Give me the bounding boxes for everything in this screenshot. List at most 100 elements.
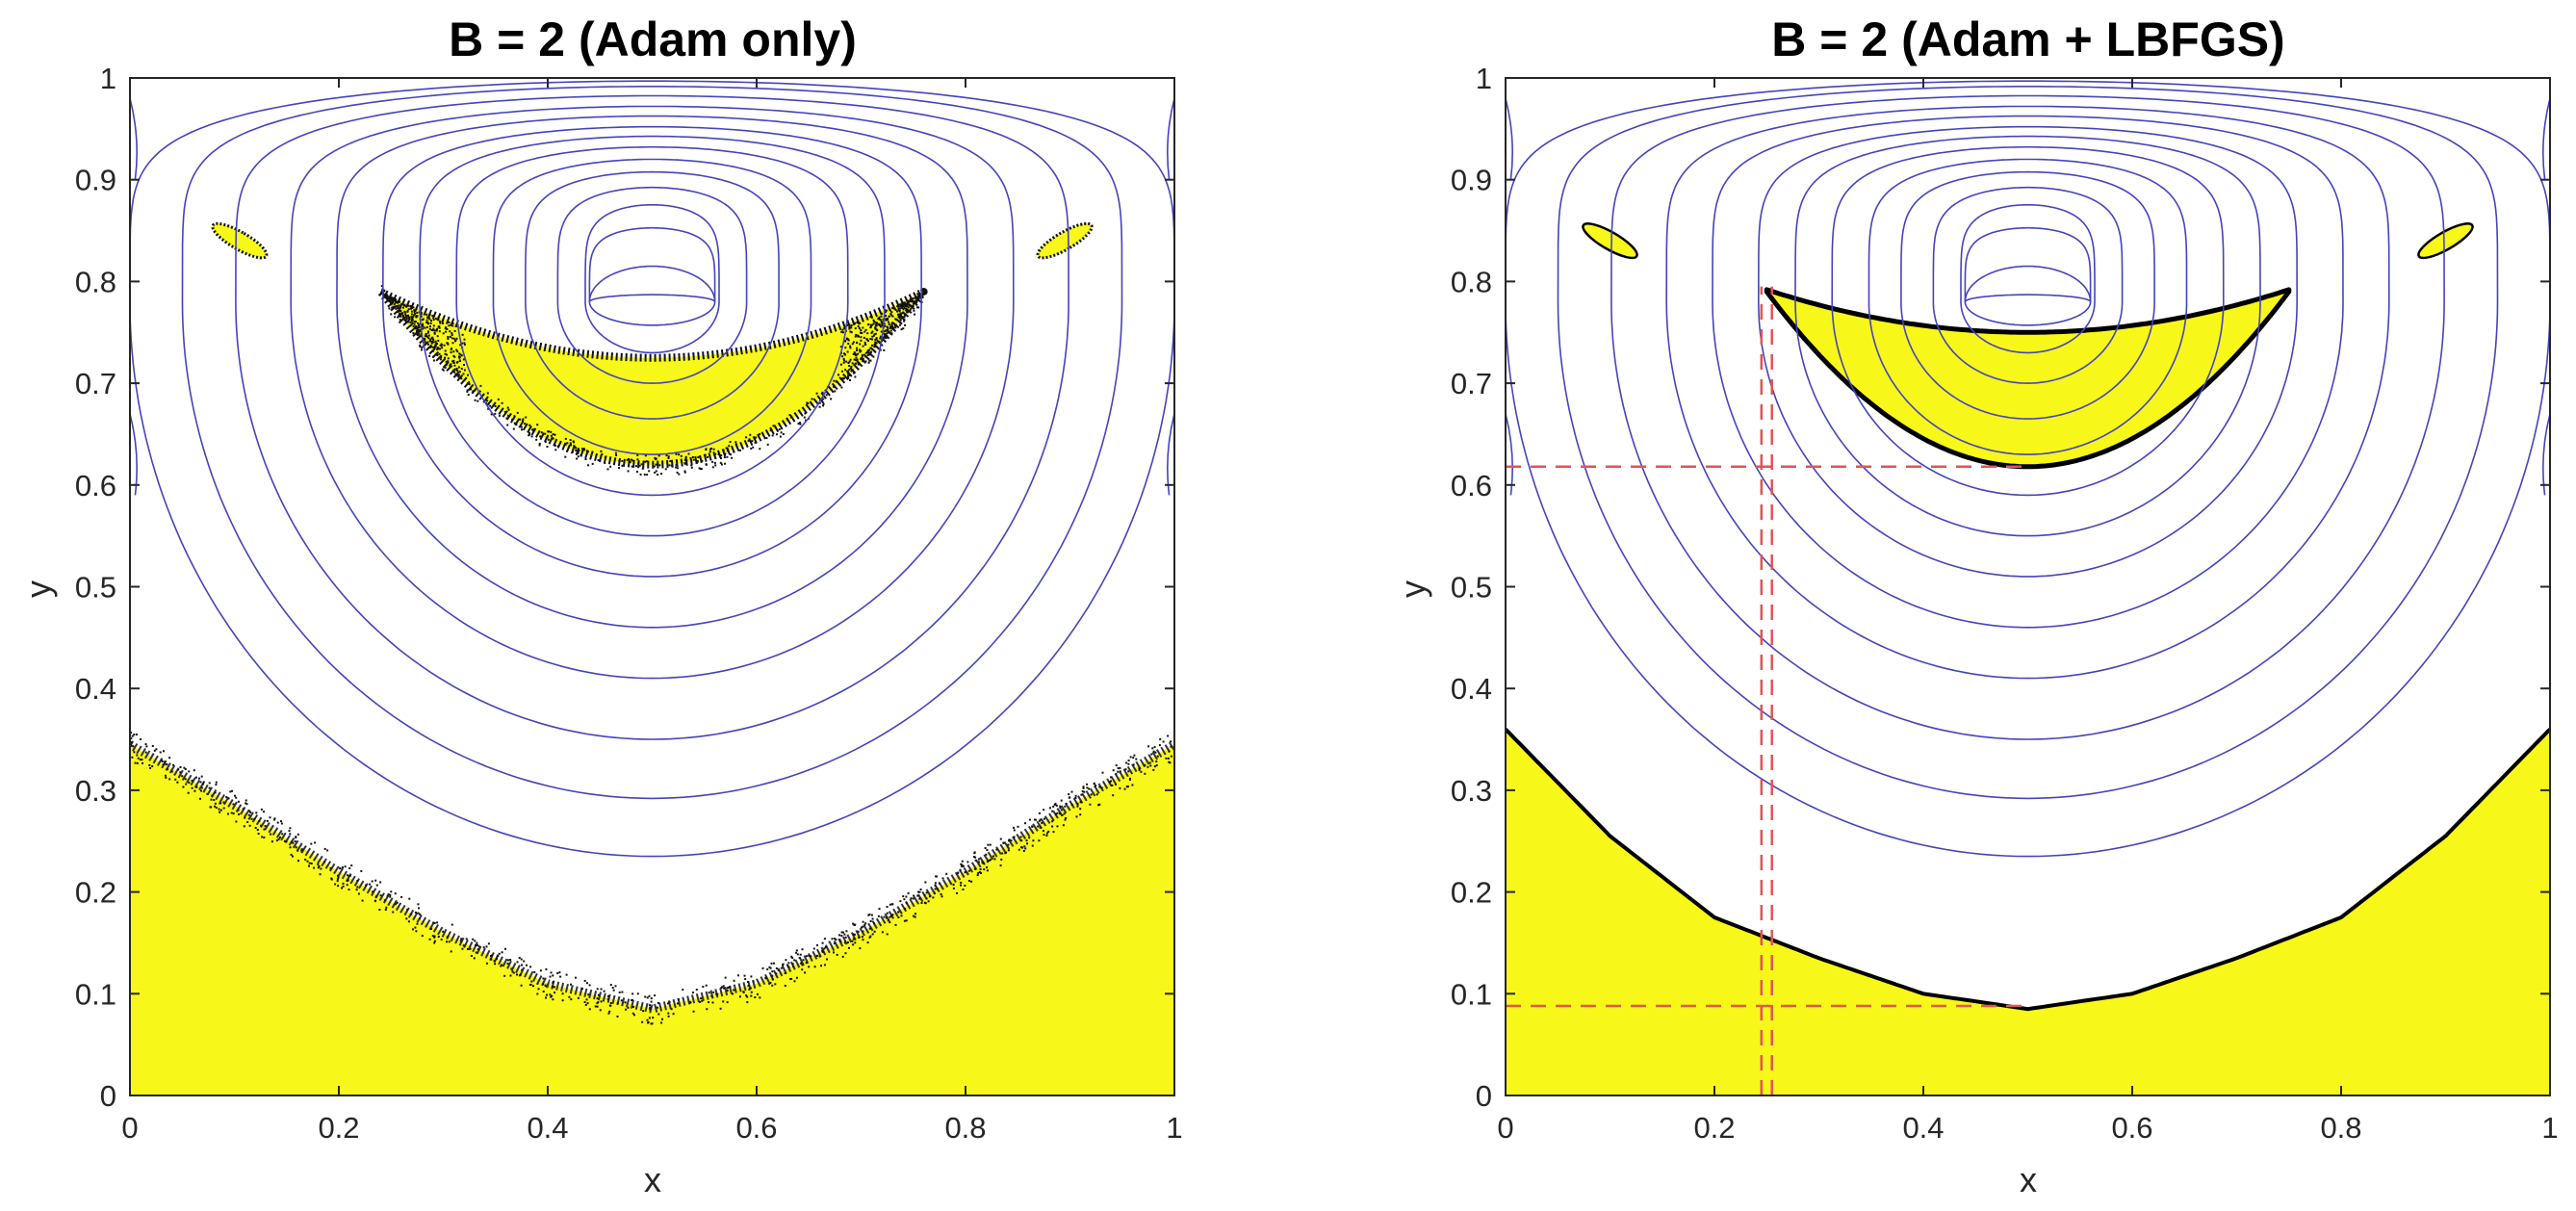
boundary-dot xyxy=(695,989,698,991)
boundary-dot xyxy=(815,392,818,395)
boundary-dot xyxy=(437,317,440,320)
boundary-dot xyxy=(1051,820,1054,823)
boundary-dot xyxy=(355,889,358,891)
boundary-dot xyxy=(393,306,396,309)
boundary-dot xyxy=(295,836,297,838)
boundary-dot xyxy=(447,336,450,338)
boundary-dot xyxy=(850,324,853,326)
boundary-dot xyxy=(821,949,824,952)
boundary-dot xyxy=(872,319,875,322)
boundary-dot xyxy=(573,445,576,448)
boundary-dot xyxy=(523,960,526,963)
boundary-dot xyxy=(436,347,439,349)
boundary-dot xyxy=(458,371,461,374)
boundary-dot xyxy=(699,1000,702,1003)
boundary-dot xyxy=(856,358,859,361)
boundary-dot xyxy=(607,994,609,997)
boundary-dot xyxy=(417,329,420,332)
boundary-dot xyxy=(439,345,442,347)
boundary-dot xyxy=(862,345,864,348)
boundary-dot xyxy=(507,959,509,962)
boundary-dot xyxy=(652,1017,655,1019)
boundary-dot xyxy=(410,313,413,316)
boundary-dot xyxy=(711,1001,714,1004)
boundary-dot xyxy=(1124,768,1127,771)
corner-streamline xyxy=(1167,413,1174,496)
boundary-dot xyxy=(432,328,434,331)
boundary-dot xyxy=(419,330,422,333)
boundary-dot xyxy=(188,770,191,773)
boundary-dot xyxy=(294,840,296,843)
boundary-dot xyxy=(682,989,684,992)
boundary-dot xyxy=(913,302,914,305)
boundary-dot xyxy=(179,771,182,774)
boundary-dot xyxy=(450,323,452,326)
boundary-dot xyxy=(1039,826,1042,829)
boundary-dot xyxy=(227,812,229,815)
boundary-dot xyxy=(743,974,746,977)
boundary-dot xyxy=(961,865,964,868)
boundary-dot xyxy=(214,802,217,805)
boundary-dot xyxy=(290,853,293,856)
y-tick-label: 0.4 xyxy=(1451,672,1492,706)
boundary-dot xyxy=(466,390,469,393)
bottom-yielded-region xyxy=(1506,729,2550,1095)
boundary-dot xyxy=(528,434,530,437)
boundary-dot xyxy=(542,983,545,986)
boundary-dot xyxy=(441,368,444,371)
boundary-dot xyxy=(399,313,402,315)
boundary-dot xyxy=(974,859,977,862)
boundary-dot xyxy=(960,863,963,865)
boundary-dot xyxy=(522,418,525,421)
boundary-dot xyxy=(485,945,488,948)
boundary-dot xyxy=(1062,824,1065,827)
boundary-dot xyxy=(553,986,555,989)
boundary-dot xyxy=(869,326,872,329)
boundary-dot xyxy=(277,837,280,840)
boundary-dot xyxy=(337,876,340,879)
boundary-dot xyxy=(750,994,753,997)
boundary-dot xyxy=(1059,805,1062,808)
boundary-dot xyxy=(421,348,423,351)
boundary-dot xyxy=(460,368,463,371)
boundary-dot xyxy=(136,761,139,764)
boundary-dot xyxy=(404,322,407,323)
boundary-dot xyxy=(447,342,450,345)
boundary-dot xyxy=(554,444,556,447)
boundary-dot xyxy=(135,734,138,735)
boundary-dot xyxy=(848,360,851,363)
boundary-dot xyxy=(885,329,888,332)
boundary-dot xyxy=(716,992,719,995)
boundary-dot xyxy=(793,959,796,962)
boundary-dot xyxy=(374,900,376,903)
boundary-dot xyxy=(300,848,303,851)
boundary-dot xyxy=(1060,799,1063,802)
boundary-dot xyxy=(937,888,939,890)
boundary-dot xyxy=(1017,825,1019,828)
boundary-dot xyxy=(722,449,725,451)
x-tick-label: 0.6 xyxy=(735,1111,777,1145)
boundary-dot xyxy=(460,354,463,357)
boundary-dot xyxy=(269,816,271,819)
boundary-dot xyxy=(687,452,690,455)
boundary-dot xyxy=(864,351,867,354)
boundary-dot xyxy=(427,347,430,349)
boundary-dot xyxy=(837,374,839,376)
boundary-dot xyxy=(851,940,854,942)
boundary-dot xyxy=(845,337,848,340)
boundary-dot xyxy=(1007,843,1010,846)
boundary-dot xyxy=(419,913,422,915)
boundary-dot xyxy=(551,986,554,988)
boundary-dot xyxy=(554,992,556,994)
boundary-dot xyxy=(418,907,420,910)
boundary-dot xyxy=(297,860,299,863)
boundary-dot xyxy=(960,884,962,887)
boundary-dot xyxy=(872,334,875,337)
boundary-dot xyxy=(773,962,775,965)
boundary-dot xyxy=(418,326,421,328)
boundary-dot xyxy=(902,303,905,306)
boundary-dot xyxy=(177,768,180,771)
boundary-dot xyxy=(639,473,642,476)
boundary-dot xyxy=(429,338,432,341)
boundary-dot xyxy=(545,967,548,970)
